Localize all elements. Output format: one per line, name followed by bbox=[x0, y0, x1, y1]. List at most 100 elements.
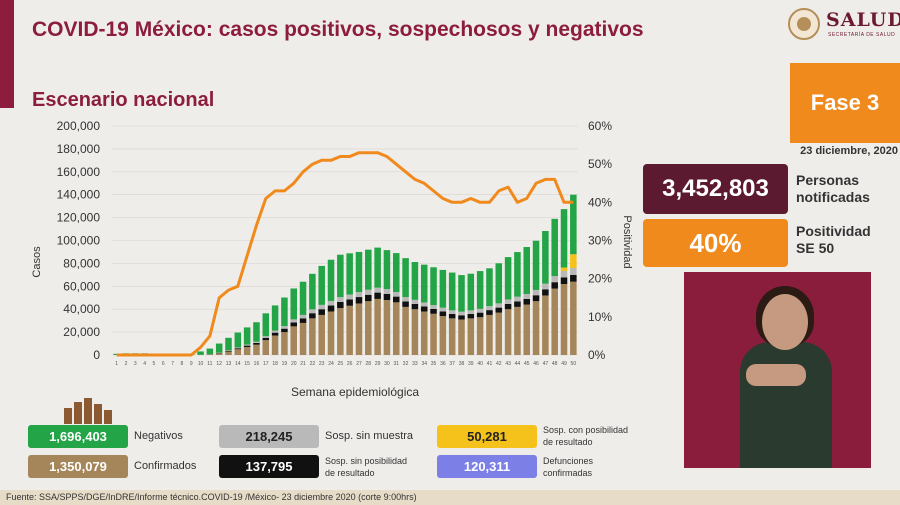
bar-segment bbox=[439, 311, 447, 317]
interpreter-head bbox=[762, 294, 808, 350]
con-posibilidad-label: Sosp. con posibilidad de resultado bbox=[543, 424, 628, 448]
sin-posibilidad-label-line2: de resultado bbox=[325, 468, 375, 478]
negativos-label: Negativos bbox=[134, 430, 183, 442]
bar-segment bbox=[253, 341, 260, 343]
bar-segment bbox=[402, 306, 409, 355]
x-tick-label: 21 bbox=[300, 361, 306, 367]
bar-segment bbox=[355, 297, 363, 304]
bar-segment bbox=[337, 308, 344, 355]
sin-muestra-value: 218,245 bbox=[219, 425, 319, 448]
y2-tick-label: 50% bbox=[588, 157, 612, 171]
bar-segment bbox=[318, 314, 325, 355]
y-tick-label: 120,000 bbox=[57, 211, 101, 225]
bar-segment bbox=[243, 346, 251, 355]
y-tick-label: 80,000 bbox=[63, 256, 100, 270]
y2-tick-label: 60% bbox=[588, 119, 612, 133]
bar-segment bbox=[467, 310, 475, 315]
x-tick-label: 9 bbox=[190, 361, 193, 367]
x-tick-label: 39 bbox=[468, 361, 474, 367]
bar-segment bbox=[113, 353, 120, 355]
x-tick-label: 29 bbox=[375, 361, 381, 367]
bar-segment bbox=[225, 350, 232, 352]
bar-segment bbox=[542, 230, 549, 284]
bar-segment bbox=[430, 305, 437, 309]
bar-segment bbox=[215, 343, 223, 353]
bar-segment bbox=[467, 273, 475, 311]
bar-segment bbox=[253, 344, 260, 355]
con-posibilidad-value: 50,281 bbox=[437, 425, 537, 448]
bar-segment bbox=[476, 271, 484, 309]
x-tick-label: 11 bbox=[207, 361, 212, 367]
bar-segment bbox=[234, 349, 242, 355]
x-tick-label: 13 bbox=[226, 361, 232, 367]
bar-segment bbox=[570, 254, 577, 268]
bar-segment bbox=[560, 267, 568, 271]
x-tick-label: 24 bbox=[328, 361, 334, 367]
bar-segment bbox=[374, 292, 381, 299]
bar-segment bbox=[495, 312, 503, 355]
bar-segment bbox=[402, 297, 409, 302]
bar-segment bbox=[309, 273, 316, 310]
bar-segment bbox=[430, 308, 437, 314]
sign-language-interpreter-video bbox=[684, 272, 871, 468]
x-tick-label: 45 bbox=[524, 361, 530, 367]
bar-segment bbox=[523, 304, 531, 355]
x-tick-label: 8 bbox=[181, 361, 184, 367]
bar-segment bbox=[290, 322, 298, 327]
bar-segment bbox=[532, 295, 540, 302]
cases-chart: 0 20,000 40,000 60,000 80,000 100,000 120,000 1… bbox=[31, 119, 633, 399]
x-tick-label: 16 bbox=[254, 361, 260, 367]
x-tick-label: 30 bbox=[384, 361, 390, 367]
x-axis-ticks: 1 2 3 4 5 6 7 8 9 10 11 12 13 14 15 16 17 18 19 20 21 22 23 24 2… bbox=[115, 361, 576, 367]
defunciones-label: Defunciones confirmadas bbox=[543, 455, 593, 479]
x-tick-label: 14 bbox=[235, 361, 241, 367]
x-tick-label: 26 bbox=[347, 361, 353, 367]
bar-segment bbox=[327, 305, 335, 312]
bar-segment bbox=[215, 353, 223, 355]
bar-segment bbox=[355, 292, 363, 298]
report-date: 23 diciembre, 2020 bbox=[800, 145, 898, 157]
x-tick-label: 15 bbox=[244, 361, 250, 367]
bar-segment bbox=[290, 319, 298, 323]
x-tick-label: 36 bbox=[440, 361, 446, 367]
bar-segment bbox=[551, 276, 558, 283]
bar-segment bbox=[467, 318, 475, 355]
bar-segment bbox=[439, 307, 447, 312]
confirmados-value: 1,350,079 bbox=[28, 455, 128, 478]
y2-tick-label: 0% bbox=[588, 348, 606, 362]
x-tick-label: 3 bbox=[134, 361, 137, 367]
y-axis-label: Casos bbox=[31, 246, 43, 278]
bar-segment bbox=[514, 252, 521, 297]
bar-segment bbox=[504, 299, 512, 304]
bar-segment bbox=[439, 316, 447, 355]
positivity-label: Positividad SE 50 bbox=[796, 223, 871, 257]
bar-segment bbox=[560, 270, 568, 278]
x-tick-label: 32 bbox=[403, 361, 409, 367]
bar-segment bbox=[430, 267, 437, 306]
bar-segment bbox=[402, 258, 409, 298]
negativos-value: 1,696,403 bbox=[28, 425, 128, 448]
bar-segment bbox=[346, 253, 353, 295]
bar-segment bbox=[346, 299, 353, 306]
x-tick-label: 22 bbox=[310, 361, 316, 367]
bar-segment bbox=[299, 322, 307, 355]
x-tick-label: 37 bbox=[449, 361, 455, 367]
bar-segment bbox=[523, 293, 531, 299]
bar-segment bbox=[476, 308, 484, 313]
y2-axis-ticks: 0% 10% 20% 30% 40% 50% 60% bbox=[588, 119, 612, 362]
y-tick-label: 160,000 bbox=[57, 165, 101, 179]
bar-segment bbox=[514, 296, 521, 302]
bar-segment bbox=[281, 297, 288, 327]
con-posibilidad-label-line1: Sosp. con posibilidad bbox=[543, 425, 629, 435]
bar-segment bbox=[262, 313, 270, 337]
bar-segment bbox=[271, 335, 279, 355]
bar-segment bbox=[374, 287, 381, 293]
y2-tick-label: 10% bbox=[588, 310, 612, 324]
bar-segment bbox=[234, 332, 242, 348]
bar-segment bbox=[337, 301, 344, 309]
x-tick-label: 35 bbox=[431, 361, 437, 367]
bar-segment bbox=[411, 299, 419, 304]
bar-segment bbox=[327, 259, 335, 301]
bar-segment bbox=[290, 326, 298, 355]
bar-segment bbox=[458, 311, 465, 316]
